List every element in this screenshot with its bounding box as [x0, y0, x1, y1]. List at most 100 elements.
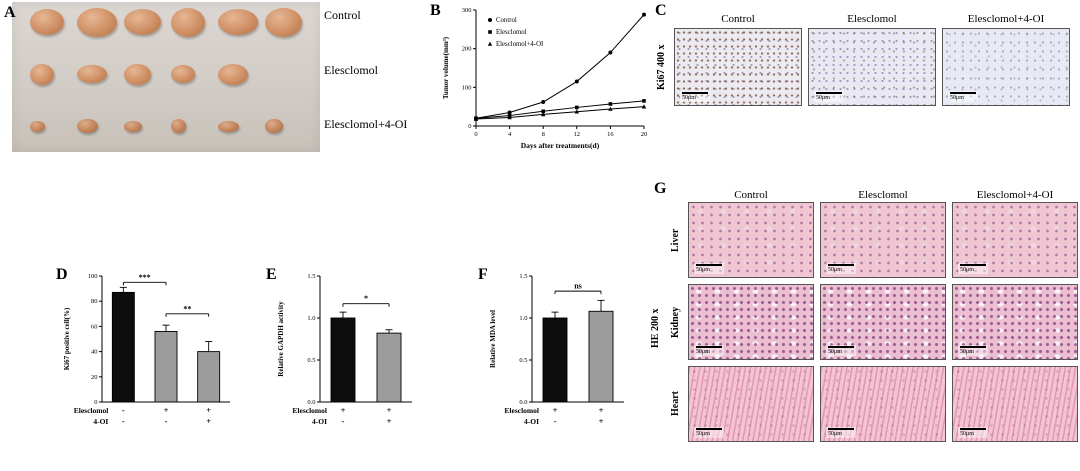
- scale-bar: 50μm: [826, 427, 856, 438]
- c-col-title-elesclomol: Elesclomol: [847, 13, 897, 25]
- svg-text:*: *: [364, 294, 368, 303]
- g-row-label-kidney: Kidney: [670, 306, 681, 338]
- panel-c-label: C: [655, 2, 667, 19]
- svg-text:+: +: [206, 405, 211, 415]
- svg-text:4: 4: [508, 131, 512, 138]
- scale-bar: 50μm: [694, 345, 724, 356]
- panel-a-label: A: [4, 4, 16, 21]
- he-image-liver-control: 50μm: [688, 202, 814, 278]
- tumor-photo: [12, 2, 320, 152]
- scale-bar-label: 50μm: [682, 95, 696, 101]
- he-image-liver-elesclomol: 50μm: [820, 202, 946, 278]
- g-col-title-elesclomol: Elesclomol: [858, 189, 908, 201]
- tumor-sample: [30, 9, 64, 35]
- scale-bar-line: [696, 264, 722, 266]
- svg-text:300: 300: [462, 7, 472, 14]
- svg-text:4-OI: 4-OI: [524, 417, 539, 426]
- scale-bar-line: [696, 428, 722, 430]
- svg-text:200: 200: [462, 46, 472, 53]
- tumor-sample: [124, 120, 142, 132]
- scale-bar: 50μm: [948, 91, 978, 102]
- he-image-heart-elesclomol: 50μm: [820, 366, 946, 442]
- tumor-sample: [124, 63, 151, 85]
- gapdh-bar-chart: 0.00.51.01.5*Elesclomol + +4-OI - +Relative …: [277, 273, 412, 426]
- svg-text:Relative MDA level: Relative MDA level: [489, 310, 497, 368]
- he-image-kidney-elesclomol-4oi: 50μm: [952, 284, 1078, 360]
- scale-bar-label: 50μm: [828, 431, 842, 437]
- svg-text:+: +: [599, 405, 604, 415]
- scale-bar: 50μm: [958, 263, 988, 274]
- scale-bar-label: 50μm: [960, 267, 974, 273]
- treatment-label-control: Control: [324, 8, 361, 22]
- svg-text:0.0: 0.0: [519, 399, 527, 406]
- tumor-sample: [265, 119, 283, 133]
- scale-bar-label: 50μm: [828, 349, 842, 355]
- svg-text:Days after treatments(d): Days after treatments(d): [521, 141, 600, 150]
- svg-text:-: -: [122, 416, 125, 426]
- tumor-sample: [77, 65, 107, 83]
- svg-text:1.5: 1.5: [307, 273, 315, 280]
- svg-text:1.0: 1.0: [307, 315, 315, 322]
- svg-text:20: 20: [91, 374, 98, 381]
- scale-bar: 50μm: [958, 427, 988, 438]
- scale-bar: 50μm: [814, 91, 844, 102]
- svg-text:40: 40: [91, 349, 98, 356]
- svg-text:1.5: 1.5: [519, 273, 527, 280]
- scale-bar-label: 50μm: [950, 95, 964, 101]
- svg-text:+: +: [387, 416, 392, 426]
- he-image-kidney-control: 50μm: [688, 284, 814, 360]
- g-col-title-control: Control: [734, 189, 768, 201]
- panel-d-label: D: [56, 266, 68, 283]
- svg-text:1.0: 1.0: [519, 315, 527, 322]
- scale-bar: 50μm: [826, 345, 856, 356]
- svg-text:Elesclomol: Elesclomol: [74, 406, 109, 415]
- tumor-sample: [218, 120, 239, 132]
- panel-g-label: G: [654, 180, 667, 197]
- svg-text:Control: Control: [496, 17, 517, 24]
- svg-text:+: +: [206, 416, 211, 426]
- svg-text:16: 16: [607, 131, 614, 138]
- svg-text:-: -: [165, 416, 168, 426]
- c-col-title-elesclomol-4oi: Elesclomol+4-OI: [967, 13, 1045, 25]
- svg-text:***: ***: [139, 273, 151, 282]
- scale-bar-line: [828, 264, 854, 266]
- svg-text:60: 60: [91, 323, 98, 330]
- panel-b-label: B: [430, 2, 441, 19]
- scale-bar-label: 50μm: [696, 267, 710, 273]
- tumor-sample: [171, 65, 195, 83]
- scale-bar: 50μm: [826, 263, 856, 274]
- svg-text:20: 20: [641, 131, 648, 138]
- svg-text:80: 80: [91, 298, 98, 305]
- g-col-title-elesclomol-4oi: Elesclomol+4-OI: [976, 189, 1054, 201]
- he-image-liver-elesclomol-4oi: 50μm: [952, 202, 1078, 278]
- svg-text:+: +: [553, 405, 558, 415]
- he-magnification-label: HE 200 x: [650, 308, 661, 348]
- svg-text:Elesclomol: Elesclomol: [504, 406, 539, 415]
- scale-bar-label: 50μm: [696, 431, 710, 437]
- c-col-title-control: Control: [721, 13, 755, 25]
- svg-text:0.0: 0.0: [307, 399, 315, 406]
- svg-text:+: +: [387, 405, 392, 415]
- svg-text:+: +: [164, 405, 169, 415]
- scale-bar-line: [816, 92, 842, 94]
- treatment-label-elesclomol: Elesclomol: [324, 63, 378, 77]
- tumor-sample: [171, 119, 186, 133]
- svg-text:4-OI: 4-OI: [93, 417, 108, 426]
- svg-text:0.5: 0.5: [519, 357, 527, 364]
- svg-text:8: 8: [542, 131, 545, 138]
- svg-text:0.5: 0.5: [307, 357, 315, 364]
- svg-text:4-OI: 4-OI: [312, 417, 327, 426]
- scale-bar-line: [960, 264, 986, 266]
- panel-f-label: F: [478, 266, 488, 283]
- svg-text:0: 0: [94, 399, 97, 406]
- scale-bar-line: [828, 428, 854, 430]
- svg-text:**: **: [183, 304, 191, 313]
- scale-bar: 50μm: [958, 345, 988, 356]
- he-image-heart-control: 50μm: [688, 366, 814, 442]
- svg-text:Relative GAPDH activity: Relative GAPDH activity: [277, 301, 285, 377]
- svg-text:-: -: [554, 416, 557, 426]
- scale-bar: 50μm: [694, 263, 724, 274]
- svg-text:Elesclomol: Elesclomol: [292, 406, 327, 415]
- svg-text:+: +: [599, 416, 604, 426]
